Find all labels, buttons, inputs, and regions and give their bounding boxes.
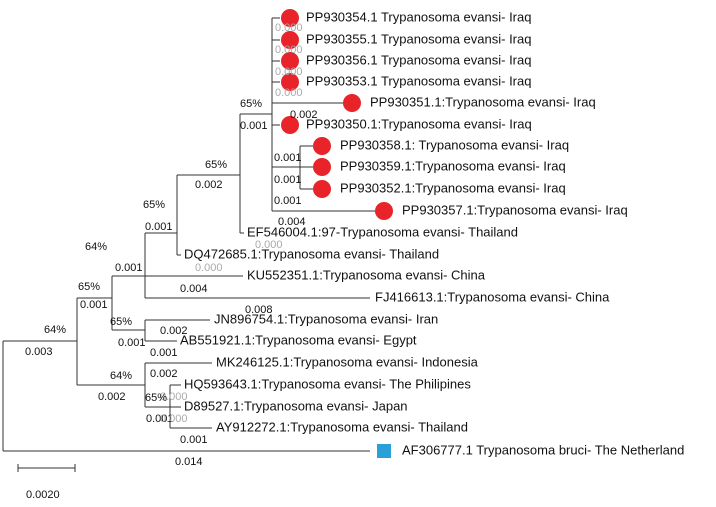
- leaf-marker: [313, 180, 331, 198]
- leaf-label: PP930354.1 Trypanosoma evansi- Iraq: [306, 9, 531, 24]
- leaf-label: JN896754.1:Trypanosoma evansi- Iran: [214, 311, 438, 326]
- branch-length: 0.000: [195, 262, 223, 274]
- bootstrap-value: 65%: [240, 98, 262, 110]
- leaf-label: MK246125.1:Trypanosoma evansi- Indonesia: [216, 354, 479, 369]
- bootstrap-value: 65%: [145, 392, 167, 404]
- branch-length: 0.001: [150, 347, 178, 359]
- leaf-label: PP930352.1:Trypanosoma evansi- Iraq: [340, 180, 566, 195]
- leaf-label: PP930359.1:Trypanosoma evansi- Iraq: [340, 158, 566, 173]
- branch-length: 0.001: [240, 120, 268, 132]
- bootstrap-value: 64%: [44, 324, 66, 336]
- leaf-label: AY912272.1:Trypanosoma evansi- Thailand: [216, 419, 468, 434]
- bootstrap-value: 65%: [205, 159, 227, 171]
- branch-length: 0.000: [275, 87, 303, 99]
- leaf-label: D89527.1:Trypanosoma evansi- Japan: [184, 398, 408, 413]
- leaf-label: FJ416613.1:Trypanosoma evansi- China: [375, 289, 610, 304]
- leaf-label: PP930353.1 Trypanosoma evansi- Iraq: [306, 73, 531, 88]
- branch-length: 0.001: [274, 195, 302, 207]
- leaf-label: PP930350.1:Trypanosoma evansi- Iraq: [306, 116, 532, 131]
- branch-length: 0.000: [255, 239, 283, 251]
- branch-length: 0.004: [278, 216, 306, 228]
- branch-length: 0.000: [275, 66, 303, 78]
- branch-length: 0.001: [118, 337, 146, 349]
- leaf-label: KU552351.1:Trypanosoma evansi- China: [247, 267, 486, 282]
- leaf-label: DQ472685.1:Trypanosoma evansi- Thailand: [184, 246, 439, 261]
- scale-bar-label: 0.0020: [26, 489, 60, 501]
- branch-length: 0.001: [145, 221, 173, 233]
- branch-length: 0.002: [150, 368, 178, 380]
- bootstrap-value: 64%: [110, 370, 132, 382]
- branch-length: 0.000: [160, 413, 188, 425]
- leaf-marker: [313, 137, 331, 155]
- bootstrap-value: 65%: [78, 281, 100, 293]
- leaf-label: PP930356.1 Trypanosoma evansi- Iraq: [306, 52, 531, 67]
- leaf-marker: [343, 94, 361, 112]
- bootstrap-value: 65%: [110, 316, 132, 328]
- leaf-marker: [281, 9, 299, 27]
- branch-length: 0.001: [80, 299, 108, 311]
- branch-length: 0.000: [275, 44, 303, 56]
- branch-length: 0.001: [274, 152, 302, 164]
- bootstrap-value: 64%: [85, 241, 107, 253]
- branch-length: 0.002: [195, 179, 223, 191]
- leaf-marker: [281, 116, 299, 134]
- branch-length: 0.001: [115, 262, 143, 274]
- leaf-label: EF546004.1:97-Trypanosoma evansi- Thaila…: [247, 224, 518, 239]
- leaf-marker: [313, 158, 331, 176]
- branch-length: 0.004: [180, 283, 208, 295]
- branch-length: 0.001: [180, 434, 208, 446]
- leaf-marker: [375, 202, 393, 220]
- branch-length: 0.001: [146, 413, 174, 425]
- branch-length: 0.000: [160, 391, 188, 403]
- tree-branches: [2, 17, 375, 472]
- branch-length: 0.002: [290, 109, 318, 121]
- leaf-label: PP930358.1: Trypanosoma evansi- Iraq: [340, 137, 569, 152]
- leaf-label: HQ593643.1:Trypanosoma evansi- The Phili…: [184, 376, 471, 391]
- leaf-marker: [377, 444, 391, 458]
- leaf-label: AB551921.1:Trypanosoma evansi- Egypt: [180, 332, 417, 347]
- leaf-label: AF306777.1 Trypanosoma bruci- The Nether…: [402, 442, 684, 457]
- branch-length: 0.008: [245, 304, 273, 316]
- branch-length: 0.014: [175, 456, 203, 468]
- branch-length: 0.003: [25, 346, 53, 358]
- branch-length: 0.002: [160, 325, 188, 337]
- leaf-label: PP930351.1:Trypanosoma evansi- Iraq: [370, 94, 596, 109]
- leaf-marker: [281, 52, 299, 70]
- leaf-label: PP930357.1:Trypanosoma evansi- Iraq: [402, 202, 628, 217]
- branch-length: 0.001: [274, 174, 302, 186]
- leaf-label: PP930355.1 Trypanosoma evansi- Iraq: [306, 31, 531, 46]
- bootstrap-value: 65%: [143, 199, 165, 211]
- branch-length: 0.002: [98, 391, 126, 403]
- leaf-marker: [281, 73, 299, 91]
- leaf-marker: [281, 31, 299, 49]
- branch-length: 0.000: [275, 22, 303, 34]
